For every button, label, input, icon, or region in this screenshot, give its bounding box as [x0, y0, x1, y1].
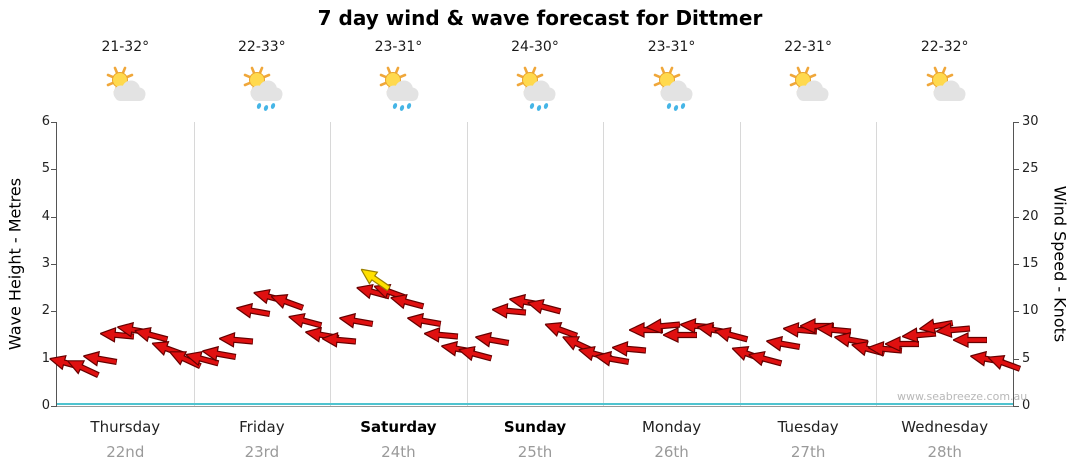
- temp-label: 22-31°: [784, 39, 832, 55]
- wind-arrow: [320, 330, 357, 349]
- wind-arrow: [269, 289, 306, 316]
- day-gridline: [466, 122, 468, 406]
- temp-label: 22-32°: [920, 39, 969, 55]
- wind-arrow: [201, 343, 238, 365]
- day-date-label: 26th: [654, 443, 689, 461]
- day-name-label: Tuesday: [777, 418, 839, 436]
- day-gridline: [193, 122, 195, 406]
- wind-arrow: [815, 321, 852, 340]
- wind-arrow: [388, 290, 425, 314]
- wind-arrow: [405, 310, 442, 332]
- left-tick-label: 3: [41, 256, 50, 271]
- wind-arrow: [132, 323, 169, 347]
- gust-arrow-icon: [356, 262, 393, 295]
- temp-label: 24-30°: [511, 39, 559, 55]
- day-date-label: 27th: [790, 443, 826, 461]
- sun-cloud-icon: [921, 64, 969, 112]
- wind-arrow: [235, 300, 272, 322]
- day-gridline: [330, 122, 332, 406]
- left-tick-mark: [51, 122, 57, 123]
- wind-arrow: [764, 334, 801, 356]
- wind-arrow: [422, 326, 459, 345]
- right-tick-label: 10: [1022, 303, 1039, 319]
- right-tick-mark: [1013, 264, 1019, 265]
- right-tick-label: 5: [1022, 350, 1031, 366]
- left-tick-mark: [51, 169, 57, 171]
- day-date-label: 22nd: [106, 443, 145, 461]
- temp-label: 21-32°: [101, 39, 150, 55]
- day-name-label: Saturday: [360, 418, 437, 436]
- day-date-label: 28th: [927, 443, 962, 461]
- right-tick-label: 0: [1022, 398, 1031, 413]
- wind-arrow: [457, 342, 494, 366]
- right-tick-mark: [1013, 216, 1019, 218]
- right-tick-mark: [1013, 406, 1019, 407]
- right-tick-label: 25: [1022, 161, 1039, 177]
- sun-cloud-icon: [101, 64, 149, 112]
- left-tick-label: 4: [41, 208, 50, 224]
- left-tick-label: 6: [41, 114, 50, 129]
- left-tick-mark: [51, 406, 57, 407]
- day-name-label: Friday: [239, 418, 285, 436]
- wind-arrow: [644, 316, 681, 335]
- wind-arrow: [542, 317, 579, 344]
- wind-arrow: [64, 354, 102, 383]
- wind-arrow: [81, 348, 118, 370]
- wind-arrow: [474, 329, 511, 351]
- temp-label: 23-31°: [647, 39, 696, 55]
- temp-label: 23-31°: [374, 39, 423, 55]
- right-tick-mark: [1013, 122, 1019, 123]
- sun-cloud-rain-icon: [374, 64, 422, 112]
- left-tick-mark: [51, 311, 57, 313]
- right-axis-title: Wind Speed - Knots: [1050, 185, 1070, 343]
- wind-arrow: [798, 317, 835, 334]
- sun-cloud-rain-icon: [648, 64, 696, 112]
- watermark: www.seabreeze.com.au: [897, 390, 1028, 403]
- wind-arrow: [491, 302, 528, 321]
- right-tick-mark: [1013, 169, 1019, 171]
- wind-arrow: [217, 330, 255, 349]
- wind-arrow: [525, 294, 562, 318]
- sun-cloud-rain-icon: [238, 64, 286, 112]
- right-tick-label: 30: [1022, 114, 1039, 129]
- day-name-label: Wednesday: [901, 418, 989, 436]
- wind-arrow: [747, 347, 784, 371]
- left-tick-label: 1: [41, 350, 50, 366]
- right-tick-label: 15: [1022, 256, 1039, 271]
- sun-cloud-rain-icon: [511, 64, 559, 112]
- day-gridline: [603, 122, 605, 406]
- day-date-label: 25th: [517, 443, 553, 461]
- left-tick-label: 2: [41, 303, 50, 319]
- day-name-label: Monday: [641, 418, 702, 436]
- wind-arrow: [918, 315, 955, 337]
- day-gridline: [739, 122, 741, 406]
- wind-arrow: [951, 331, 988, 348]
- right-tick-label: 20: [1022, 208, 1039, 224]
- left-tick-mark: [51, 216, 57, 218]
- wind-arrow: [986, 350, 1023, 377]
- bottom-axis-line: [56, 406, 1014, 407]
- left-tick-label: 5: [41, 161, 50, 177]
- left-tick-mark: [51, 264, 57, 265]
- day-date-label: 24th: [381, 443, 416, 461]
- right-tick-mark: [1013, 358, 1019, 360]
- day-date-label: 23rd: [244, 443, 280, 461]
- wind-arrow: [286, 309, 323, 333]
- day-name-label: Thursday: [90, 418, 161, 436]
- chart-title: 7 day wind & wave forecast for Dittmer: [317, 6, 763, 30]
- sun-cloud-icon: [784, 64, 832, 112]
- temp-label: 22-33°: [238, 39, 286, 55]
- day-name-label: Sunday: [503, 418, 567, 436]
- wind-arrow: [610, 340, 647, 359]
- wave-height-line: [57, 402, 1013, 405]
- left-tick-label: 0: [41, 398, 50, 413]
- day-gridline: [876, 122, 878, 406]
- wind-arrow: [713, 323, 750, 347]
- wind-arrow: [934, 321, 972, 340]
- right-tick-mark: [1013, 311, 1019, 313]
- wind-arrow: [337, 310, 374, 332]
- wind-arrow: [593, 348, 630, 370]
